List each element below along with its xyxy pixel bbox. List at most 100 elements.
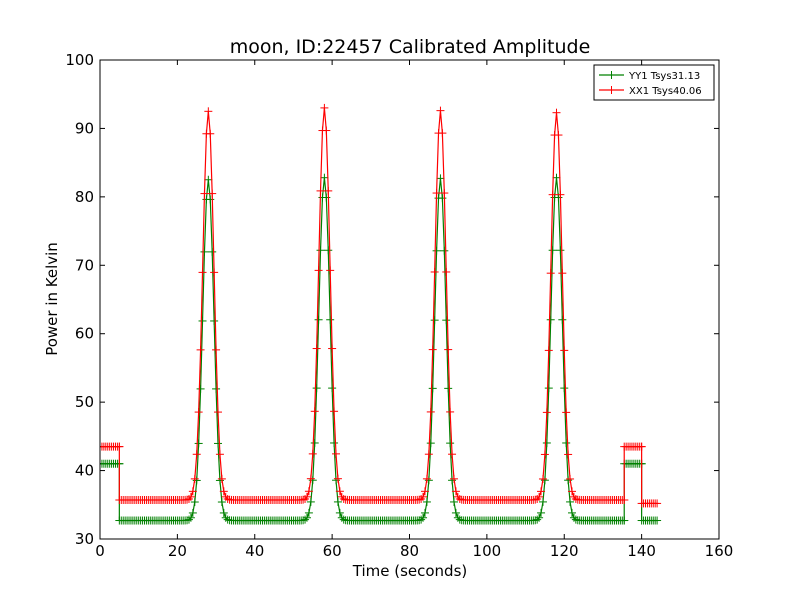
data-point-marker — [436, 106, 445, 115]
y-tick-label: 90 — [75, 119, 94, 137]
data-point-marker — [330, 438, 339, 447]
data-point-marker — [540, 450, 549, 459]
y-tick-label: 40 — [75, 462, 94, 480]
data-point-marker — [308, 449, 317, 458]
data-point-marker — [544, 346, 553, 355]
legend-item-yy1: YY1 Tsys31.13 — [599, 71, 700, 82]
data-point-marker — [566, 497, 575, 506]
data-point-marker — [322, 126, 331, 135]
data-point-marker — [306, 474, 315, 483]
y-tick-label: 30 — [75, 530, 94, 548]
data-point-marker — [324, 186, 333, 195]
data-point-marker — [219, 487, 228, 496]
data-point-marker — [208, 189, 217, 198]
y-tick-label: 80 — [75, 188, 94, 206]
data-point-marker — [192, 450, 201, 459]
x-tick-label: 40 — [245, 542, 264, 560]
legend-item-xx1: XX1 Tsys40.06 — [599, 86, 702, 97]
data-point-marker — [186, 492, 195, 501]
data-point-marker — [455, 494, 464, 503]
data-point-marker — [546, 269, 555, 278]
data-point-marker — [556, 246, 565, 255]
data-point-marker — [419, 513, 428, 522]
data-point-marker — [554, 131, 563, 140]
data-point-marker — [544, 384, 553, 393]
chart-title: moon, ID:22457 Calibrated Amplitude — [230, 36, 591, 58]
data-point-marker — [533, 515, 542, 524]
data-point-marker — [328, 344, 337, 353]
data-point-marker — [302, 492, 311, 501]
data-point-marker — [188, 508, 197, 517]
data-point-marker — [426, 439, 435, 448]
data-point-marker — [428, 384, 437, 393]
data-point-marker — [566, 474, 575, 483]
data-point-marker — [420, 508, 429, 517]
data-point-marker — [198, 268, 207, 277]
data-point-marker — [206, 129, 215, 138]
data-point-marker — [533, 494, 542, 503]
data-point-marker — [436, 174, 445, 183]
data-point-marker — [535, 492, 544, 501]
data-point-marker — [223, 494, 232, 503]
data-point-marker — [542, 408, 551, 417]
data-point-marker — [304, 487, 313, 496]
data-point-marker — [426, 407, 435, 416]
data-point-marker — [440, 189, 449, 198]
data-point-marker — [567, 487, 576, 496]
data-point-marker — [190, 498, 199, 507]
data-point-marker — [422, 497, 431, 506]
data-point-marker — [538, 497, 547, 506]
x-tick-label: 120 — [550, 542, 579, 560]
data-point-marker — [444, 384, 453, 393]
data-point-marker — [200, 247, 209, 256]
data-point-marker — [442, 267, 451, 276]
series-yy1 — [100, 173, 662, 525]
data-point-marker — [212, 345, 221, 354]
data-point-marker — [328, 384, 337, 393]
data-point-marker — [537, 508, 546, 517]
data-point-marker — [217, 474, 226, 483]
data-point-marker — [213, 439, 222, 448]
data-point-marker — [331, 449, 340, 458]
x-tick-label: 160 — [705, 542, 734, 560]
data-point-marker — [208, 247, 217, 256]
data-point-marker — [320, 103, 329, 112]
data-point-marker — [432, 189, 441, 198]
data-point-marker — [186, 513, 195, 522]
x-axis-label: Time (seconds) — [352, 562, 468, 580]
data-point-marker — [314, 315, 323, 324]
data-point-marker — [310, 407, 319, 416]
data-point-marker — [316, 246, 325, 255]
data-point-marker — [620, 516, 629, 525]
data-point-marker — [537, 487, 546, 496]
data-point-marker — [562, 408, 571, 417]
data-point-marker — [451, 508, 460, 517]
data-point-marker — [115, 442, 124, 451]
legend-label: YY1 Tsys31.13 — [628, 71, 700, 82]
data-point-marker — [312, 344, 321, 353]
data-point-marker — [432, 246, 441, 255]
data-point-marker — [548, 246, 557, 255]
data-point-marker — [548, 190, 557, 199]
y-tick-label: 60 — [75, 325, 94, 343]
data-point-marker — [430, 316, 439, 325]
data-point-marker — [301, 494, 310, 503]
data-point-marker — [422, 474, 431, 483]
data-point-marker — [339, 494, 348, 503]
data-point-marker — [312, 384, 321, 393]
data-point-marker — [212, 384, 221, 393]
data-point-marker — [301, 515, 310, 524]
data-point-marker — [330, 407, 339, 416]
data-point-marker — [546, 315, 555, 324]
series-xx1 — [100, 103, 662, 508]
data-point-marker — [417, 515, 426, 524]
data-point-marker — [438, 194, 447, 203]
data-point-marker — [430, 267, 439, 276]
data-point-marker — [223, 515, 232, 524]
data-point-marker — [217, 498, 226, 507]
data-point-marker — [194, 439, 203, 448]
data-point-marker — [204, 175, 213, 184]
data-point-marker — [448, 450, 457, 459]
data-point-marker — [335, 508, 344, 517]
